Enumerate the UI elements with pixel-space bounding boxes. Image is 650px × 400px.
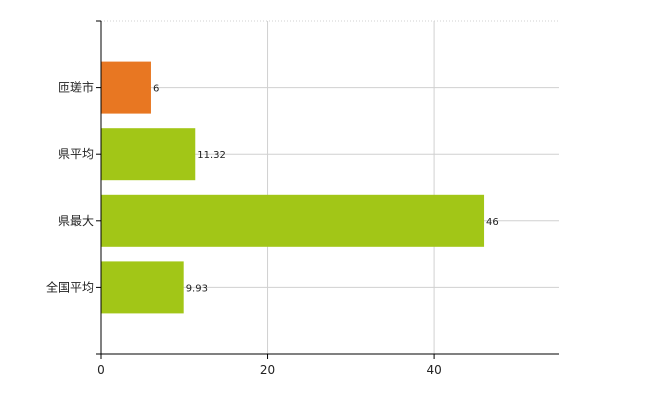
bar — [101, 261, 184, 314]
bar — [101, 194, 485, 247]
category-label: 県最大 — [58, 214, 94, 228]
x-tick-label: 20 — [260, 363, 275, 377]
bars — [101, 61, 485, 314]
category-label: 匝瑳市 — [58, 80, 94, 95]
axes — [96, 20, 559, 359]
category-label: 全国平均 — [46, 279, 94, 294]
category-label: 県平均 — [58, 147, 94, 161]
data-label: 6 — [153, 84, 159, 95]
data-label: 9.93 — [186, 283, 208, 294]
data-label: 46 — [486, 217, 499, 228]
data-label: 11.32 — [197, 150, 226, 161]
x-tick-label: 40 — [426, 363, 441, 377]
x-tick-label: 0 — [97, 363, 105, 377]
bar — [101, 128, 196, 181]
labels: 6 匝瑳市 11.32 県平均 46 県最大 9.93 全国平均 0 20 40 — [46, 80, 499, 377]
bar — [101, 61, 151, 114]
